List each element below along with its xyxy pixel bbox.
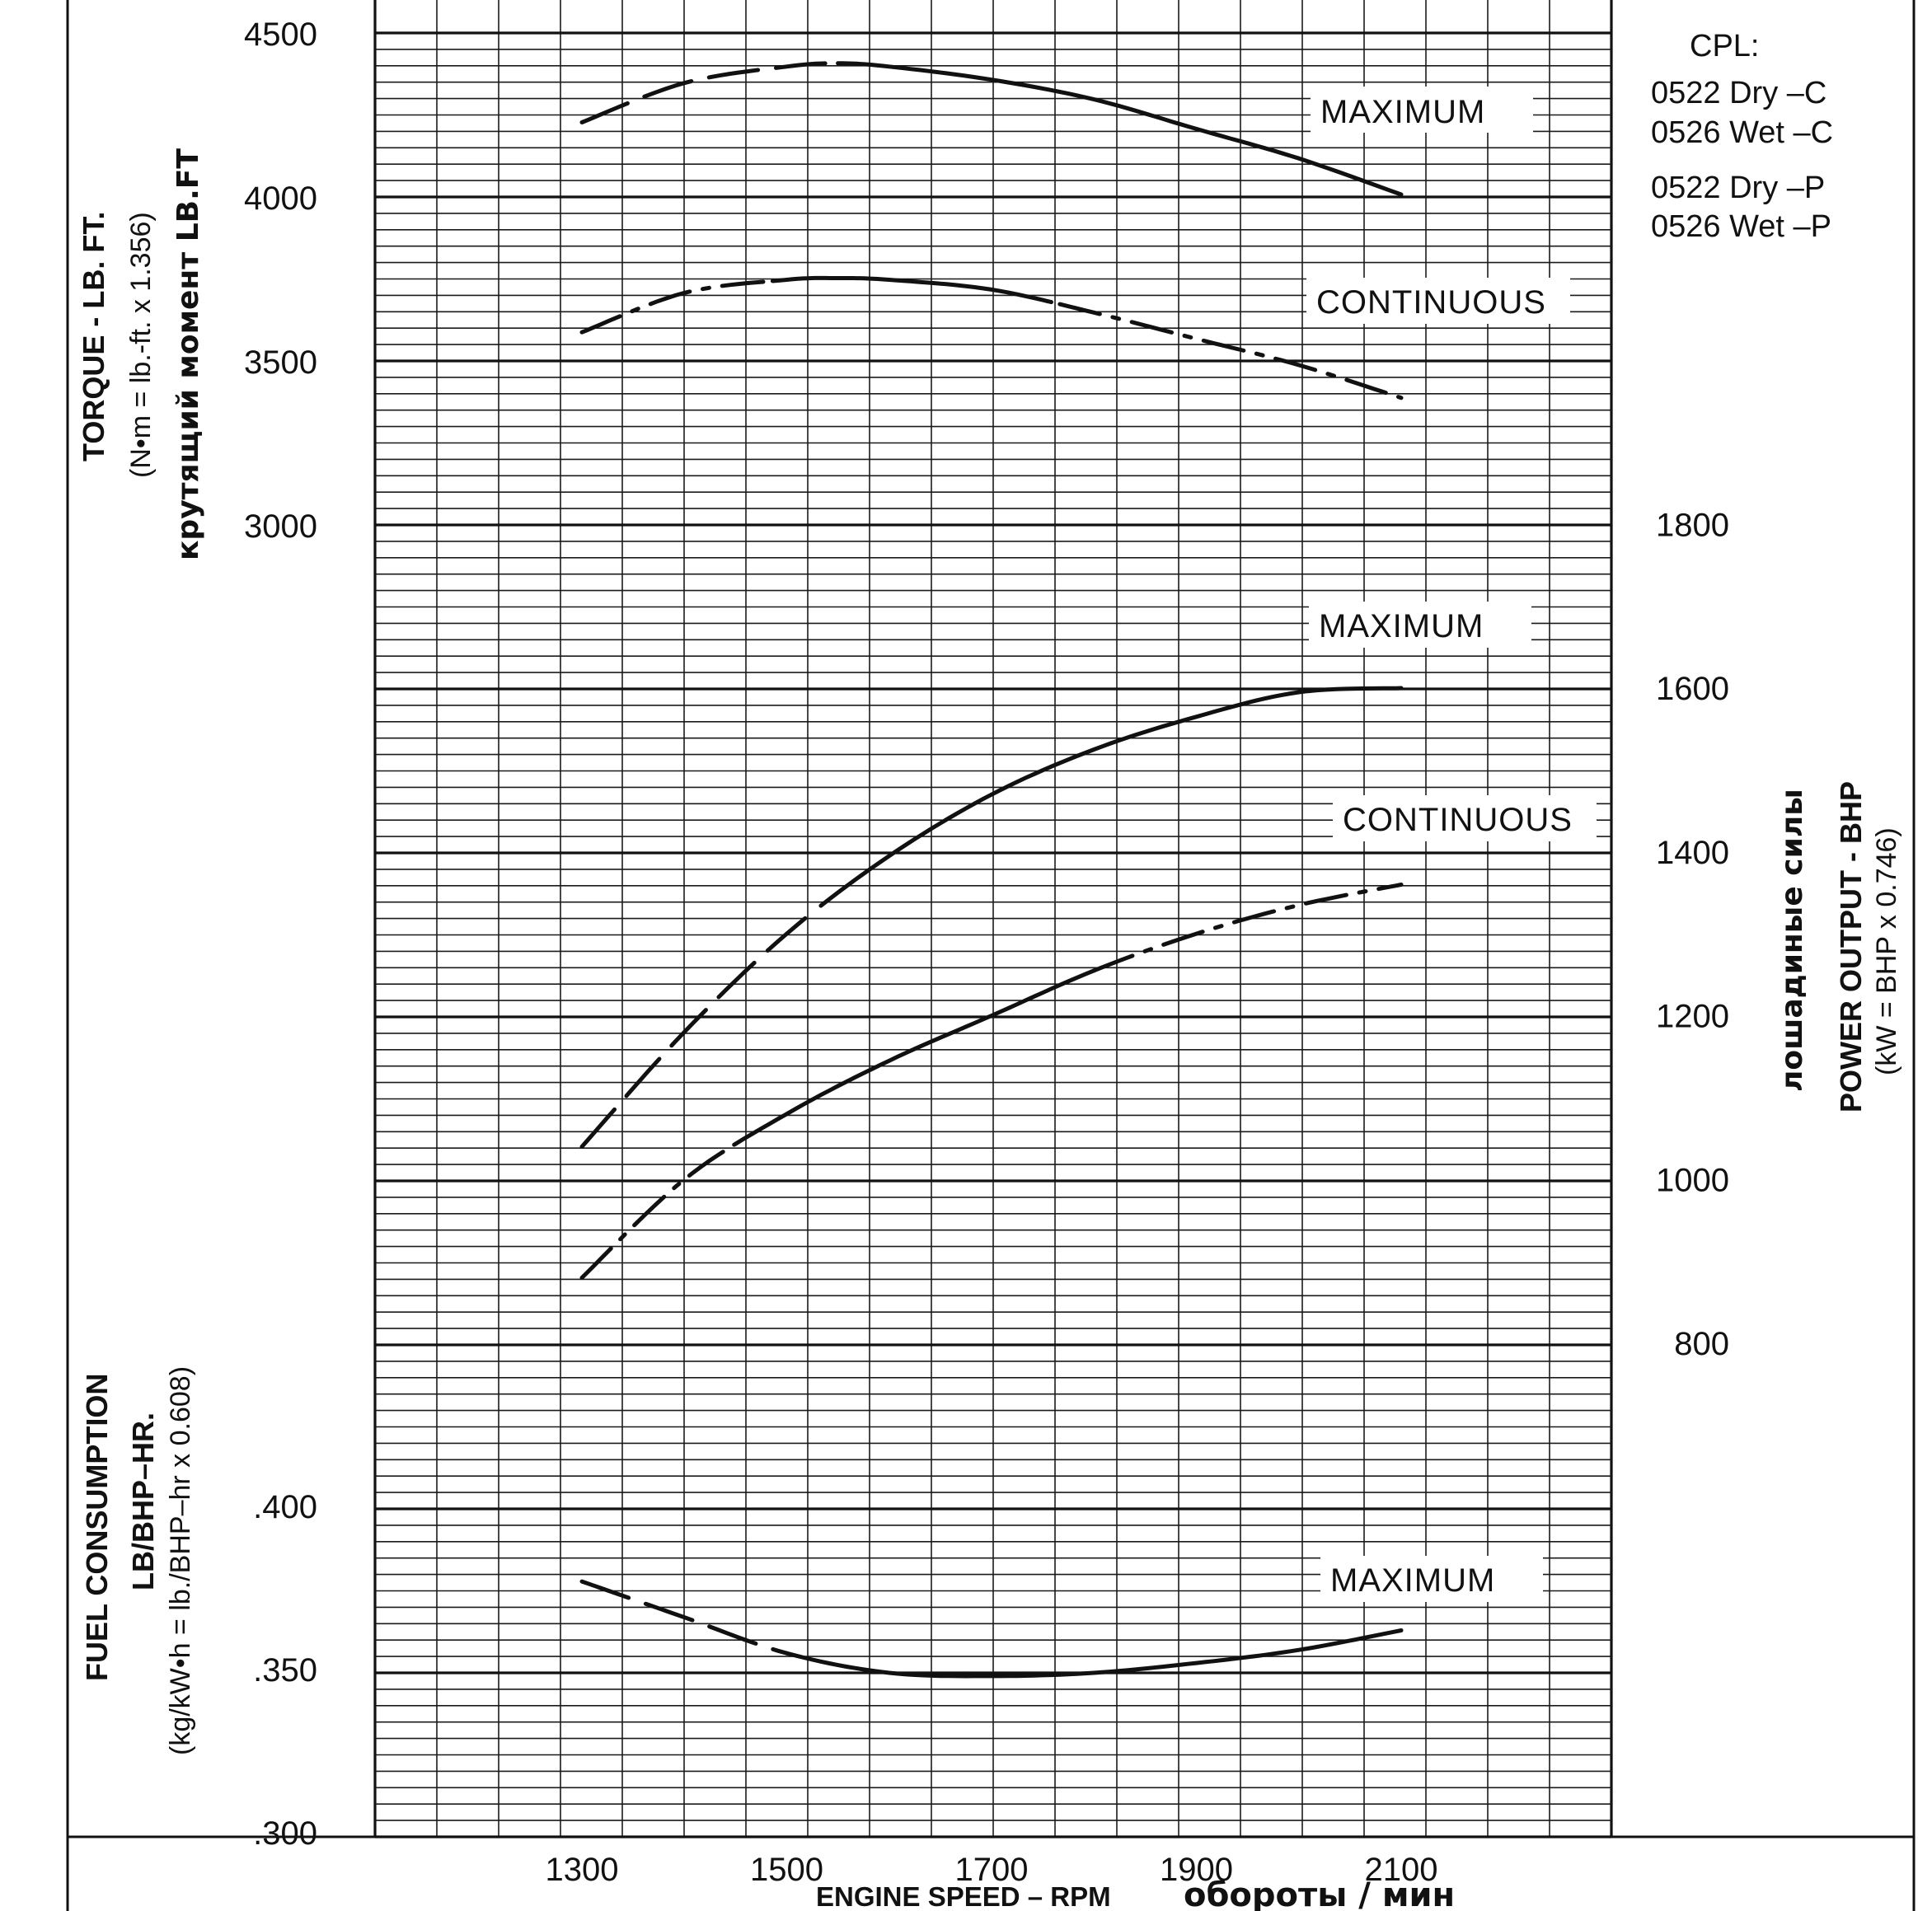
xaxis-tick-label: 1500 xyxy=(750,1852,823,1888)
power-continuous-curve xyxy=(733,968,1096,1146)
fuel-tick-label: .400 xyxy=(253,1489,317,1525)
fuel-ylabel-line2: LB/BHP–HR. xyxy=(126,1412,160,1590)
fuel-tick-label: .350 xyxy=(253,1652,317,1689)
power-tick-label: 1800 xyxy=(1656,507,1729,543)
power-tick-label: 1600 xyxy=(1656,671,1729,707)
cpl-line: 0526 Wet –C xyxy=(1651,115,1833,150)
torque-tick-label: 4500 xyxy=(244,16,317,53)
power-tick-label: 800 xyxy=(1674,1326,1729,1362)
cpl-legend: CPL: 0522 Dry –C 0526 Wet –C 0522 Dry –P… xyxy=(1615,16,1863,247)
plot-grid xyxy=(373,0,1613,1838)
svg-text:MAXIMUM: MAXIMUM xyxy=(1320,94,1485,130)
xaxis-label-ru: обороты / мин xyxy=(1184,1876,1455,1911)
cpl-line: 0526 Wet –P xyxy=(1651,209,1831,244)
fuel-ylabel: FUEL CONSUMPTION xyxy=(80,1374,114,1681)
xaxis-tick-label: 1700 xyxy=(955,1852,1029,1888)
cpl-line: 0522 Dry –C xyxy=(1651,76,1826,110)
fuel-ylabel-sub: (kg/kW•h = lb./BHP–hr x 0.608) xyxy=(165,1366,196,1755)
curve-label-fuel-max: MAXIMUM xyxy=(1320,1556,1543,1602)
fuel-maximum-curve xyxy=(785,1628,1404,1679)
curve-layer xyxy=(579,61,1404,1679)
fuel-axis-title: FUEL CONSUMPTION LB/BHP–HR. (kg/kW•h = l… xyxy=(80,1366,196,1755)
xaxis-label: ENGINE SPEED – RPM xyxy=(816,1881,1111,1911)
xaxis-tick-label: 2100 xyxy=(1365,1852,1438,1888)
torque-continuous-curve xyxy=(770,275,1053,305)
power-ylabel-sub: (kW = BHP x 0.746) xyxy=(1871,827,1902,1075)
power-maximum-curve xyxy=(579,910,815,1149)
svg-text:MAXIMUM: MAXIMUM xyxy=(1319,608,1484,644)
cpl-line: 0522 Dry –P xyxy=(1651,171,1825,205)
curve-label-power-max: MAXIMUM xyxy=(1309,602,1531,648)
power-ylabel-ru: лошадиные силы xyxy=(1775,789,1809,1092)
xaxis-title: ENGINE SPEED – RPM обороты / мин xyxy=(816,1876,1455,1911)
svg-text:MAXIMUM: MAXIMUM xyxy=(1330,1562,1495,1599)
tick-label-layer: 4500 4000 3500 3000 1800 1600 1400 1200 1000 800.… xyxy=(244,16,1729,1888)
chart-frame xyxy=(66,0,1916,1911)
torque-continuous-curve xyxy=(579,279,767,335)
power-continuous-curve xyxy=(579,1141,738,1280)
power-maximum-curve xyxy=(818,686,1404,908)
curve-label-torque-cont: CONTINUOUS xyxy=(1306,278,1570,324)
torque-ylabel-ru: крутящий момент LB.FT xyxy=(171,148,205,560)
torque-tick-label: 3500 xyxy=(244,344,317,381)
torque-tick-label: 4000 xyxy=(244,180,317,217)
fuel-tick-label: .300 xyxy=(253,1815,317,1852)
torque-ylabel: TORQUE - LB. FT. xyxy=(77,212,110,461)
torque-maximum-curve xyxy=(836,61,1404,197)
curve-label-power-cont: CONTINUOUS xyxy=(1333,795,1597,841)
svg-text:CONTINUOUS: CONTINUOUS xyxy=(1316,284,1546,321)
power-tick-label: 1400 xyxy=(1656,835,1729,871)
torque-axis-title: TORQUE - LB. FT. (N•m = lb.-ft. x 1.356)… xyxy=(77,148,205,560)
torque-tick-label: 3000 xyxy=(244,508,317,545)
torque-continuous-curve xyxy=(1057,302,1404,400)
power-axis-title: лошадиные силы POWER OUTPUT - BHP (kW = … xyxy=(1775,781,1902,1112)
torque-ylabel-sub: (N•m = lb.-ft. x 1.356) xyxy=(125,212,157,478)
cpl-title: CPL: xyxy=(1690,29,1759,63)
fuel-maximum-curve xyxy=(579,1579,789,1656)
xaxis-tick-label: 1900 xyxy=(1160,1852,1233,1888)
svg-text:CONTINUOUS: CONTINUOUS xyxy=(1343,802,1573,838)
xaxis-tick-label: 1300 xyxy=(546,1852,619,1888)
torque-maximum-curve xyxy=(579,61,841,124)
power-tick-label: 1200 xyxy=(1656,999,1729,1035)
curve-label-torque-max: MAXIMUM xyxy=(1311,87,1533,133)
power-ylabel: POWER OUTPUT - BHP xyxy=(1834,781,1868,1112)
power-tick-label: 1000 xyxy=(1656,1162,1729,1198)
power-continuous-curve xyxy=(1091,883,1404,973)
